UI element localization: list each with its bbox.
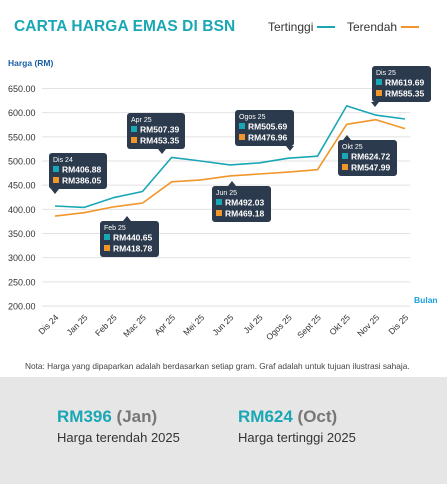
tooltip-swatch-low: [53, 177, 59, 183]
y-tick-label: 350.00: [8, 229, 36, 239]
tooltip-swatch-high: [216, 199, 222, 205]
x-tick-label: Mei 25: [181, 312, 206, 337]
tooltip-pointer: [228, 181, 236, 186]
legend-label: Tertinggi: [268, 20, 314, 34]
summary-high-value: RM624 (Oct): [238, 407, 356, 427]
tooltip-swatch-low: [342, 164, 348, 170]
x-tick-label: Jun 25: [210, 312, 235, 337]
low-caption: Harga terendah 2025: [57, 430, 180, 445]
tooltip-low-value: RM453.35: [140, 136, 179, 146]
tooltip-month: Dis 24: [53, 157, 73, 164]
x-tick-label: Mac 25: [121, 312, 148, 339]
tooltip-swatch-low: [104, 245, 110, 251]
low-price: RM396: [57, 407, 112, 426]
tooltip-low-value: RM585.35: [385, 89, 424, 99]
tooltip-box: [212, 186, 271, 222]
tooltip-box: [100, 221, 159, 257]
legend-line-icon: [317, 26, 336, 28]
tooltip-box: [338, 140, 397, 176]
x-tick-label: Ogos 25: [264, 312, 294, 340]
tooltip-pointer: [343, 135, 351, 140]
tooltip-swatch-high: [104, 234, 110, 240]
tooltip-month: Ogos 25: [239, 114, 266, 121]
summary-low-value: RM396 (Jan): [57, 407, 180, 427]
tooltip-box: [235, 110, 294, 146]
tooltip-pointer: [371, 102, 379, 107]
tooltip-low-value: RM469.18: [225, 209, 264, 219]
x-tick-label: Apr 25: [152, 312, 177, 337]
x-tick-label: Feb 25: [93, 312, 119, 338]
tooltip-high-value: RM507.39: [140, 125, 179, 135]
legend-line-icon: [401, 26, 420, 28]
tooltip-swatch-high: [53, 166, 59, 172]
tooltip-high-value: RM624.72: [351, 152, 390, 162]
x-tick-label: Sept 25: [295, 312, 323, 340]
y-tick-label: 600.00: [8, 108, 36, 118]
tooltip-pointer: [286, 146, 294, 151]
series-line-tertinggi: [54, 105, 406, 209]
tooltip-swatch-high: [239, 123, 245, 129]
tooltip-high-value: RM505.69: [248, 122, 287, 132]
tooltip-box: [127, 113, 185, 149]
y-tick-label: 300.00: [8, 253, 36, 263]
tooltip-box: [372, 66, 431, 102]
chart-title: CARTA HARGA EMAS DI BSN: [14, 18, 236, 35]
y-tick-label: 250.00: [8, 277, 36, 287]
summary-low: RM396 (Jan) Harga terendah 2025: [57, 407, 180, 445]
summary-high: RM624 (Oct) Harga tertinggi 2025: [238, 407, 356, 445]
tooltip-swatch-low: [239, 134, 245, 140]
y-tick-label: 550.00: [8, 132, 36, 142]
y-tick-label: 500.00: [8, 157, 36, 167]
tooltip-swatch-high: [131, 126, 137, 132]
low-month: (Jan): [116, 407, 158, 426]
tooltip-box: [49, 153, 107, 189]
tooltip-swatch-high: [342, 153, 348, 159]
x-tick-label: Dis 25: [386, 312, 410, 336]
tooltip-month: Apr 25: [131, 117, 152, 124]
y-tick-label: 200.00: [8, 302, 36, 312]
tooltip-high-value: RM406.88: [62, 165, 101, 175]
tooltip-pointer: [51, 189, 59, 194]
footnote: Nota: Harga yang dipaparkan adalah berda…: [25, 361, 410, 371]
x-tick-label: Nov 25: [355, 312, 381, 338]
tooltip-low-value: RM418.78: [113, 244, 152, 254]
tooltip-swatch-low: [131, 137, 137, 143]
tooltip-month: Okt 25: [342, 144, 363, 151]
legend-item-tertinggi: Tertinggi: [268, 20, 336, 34]
tooltip-low-value: RM476.96: [248, 133, 287, 143]
tooltip-pointer: [158, 149, 166, 154]
high-month: (Oct): [297, 407, 338, 426]
tooltip-swatch-low: [216, 210, 222, 216]
tooltip-swatch-low: [376, 90, 382, 96]
y-tick-label: 450.00: [8, 181, 36, 191]
tooltip-low-value: RM547.99: [351, 163, 390, 173]
legend-label: Terendah: [347, 20, 398, 34]
summary-panel: RM396 (Jan) Harga terendah 2025 RM624 (O…: [0, 377, 447, 484]
tooltip-high-value: RM619.69: [385, 78, 424, 88]
tooltip-high-value: RM440.65: [113, 233, 152, 243]
tooltip-month: Jun 25: [216, 190, 237, 197]
legend-item-terendah: Terendah: [347, 20, 420, 34]
x-tick-label: Jan 25: [64, 312, 89, 337]
tooltip-pointer: [123, 216, 131, 221]
x-tick-label: Jul 25: [241, 312, 264, 335]
y-tick-label: 650.00: [8, 84, 36, 94]
series-line-terendah: [54, 118, 406, 217]
tooltip-month: Feb 25: [104, 225, 126, 232]
tooltip-swatch-high: [376, 79, 382, 85]
x-tick-label: Okt 25: [327, 312, 352, 337]
line-chart: Harga (RM) Bulan 200.00 250.00 300.00 350.00 4…: [8, 58, 438, 340]
x-axis-title: Bulan: [414, 295, 438, 305]
tooltip-high-value: RM492.03: [225, 198, 264, 208]
x-tick-label: Dis 24: [36, 312, 60, 336]
high-price: RM624: [238, 407, 293, 426]
y-axis-title: Harga (RM): [8, 58, 54, 68]
high-caption: Harga tertinggi 2025: [238, 430, 356, 445]
y-tick-label: 400.00: [8, 205, 36, 215]
tooltip-month: Dis 25: [376, 70, 396, 77]
tooltip-low-value: RM386.05: [62, 176, 101, 186]
